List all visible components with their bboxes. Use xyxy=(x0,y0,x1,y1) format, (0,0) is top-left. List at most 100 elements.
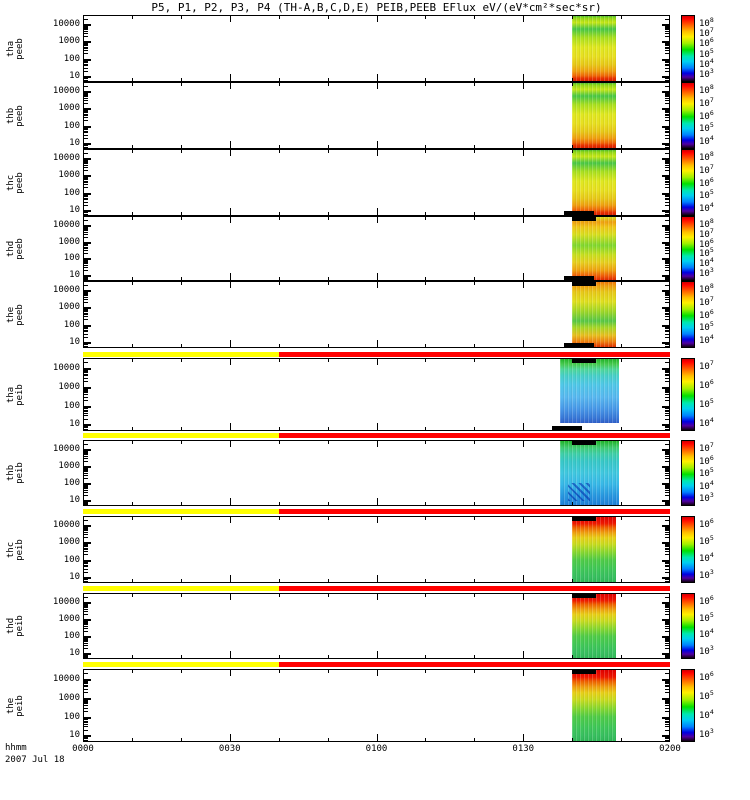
y-minor-tick xyxy=(84,703,88,704)
y-minor-tick xyxy=(84,299,88,300)
y-minor-tick xyxy=(84,182,88,183)
x-tick xyxy=(474,83,476,86)
y-minor-tick xyxy=(665,279,669,280)
y-minor-tick xyxy=(665,699,669,700)
y-minor-tick xyxy=(665,545,669,546)
y-minor-tick xyxy=(84,29,88,30)
y-minor-tick xyxy=(665,308,669,309)
colorbar-tick-label: 105 xyxy=(699,534,714,547)
x-tick xyxy=(327,83,329,86)
y-minor-tick xyxy=(665,112,669,113)
y-minor-tick xyxy=(665,193,669,194)
y-minor-tick xyxy=(84,59,88,60)
x-tick xyxy=(425,83,427,86)
y-minor-tick xyxy=(84,461,88,462)
x-tick xyxy=(572,277,574,280)
x-tick xyxy=(474,655,476,658)
y-minor-tick xyxy=(665,549,669,550)
y-minor-tick xyxy=(84,26,88,27)
y-minor-tick xyxy=(665,708,669,709)
x-tick xyxy=(376,282,378,288)
y-minor-tick xyxy=(665,718,669,719)
y-minor-tick xyxy=(665,334,669,335)
y-minor-tick xyxy=(665,527,669,528)
y-minor-tick xyxy=(665,563,669,564)
time-format-label: hhmm xyxy=(5,743,27,753)
y-minor-tick xyxy=(84,250,88,251)
y-minor-tick xyxy=(84,657,88,658)
x-tick xyxy=(523,340,525,347)
y-minor-tick xyxy=(84,109,88,110)
y-minor-tick xyxy=(665,711,669,712)
x-tick xyxy=(131,427,133,430)
data-gap-mark-top-the-peeb xyxy=(572,282,597,286)
y-minor-tick xyxy=(665,248,669,249)
spectrogram-panel-thd-peib xyxy=(83,593,670,659)
x-tick xyxy=(180,579,182,582)
y-minor-tick xyxy=(665,94,669,95)
y-minor-tick xyxy=(84,195,88,196)
y-minor-tick xyxy=(84,126,88,127)
y-minor-tick xyxy=(84,179,88,180)
y-minor-tick xyxy=(84,681,88,682)
colorbar-tick-label: 104 xyxy=(699,201,714,214)
y-minor-tick xyxy=(84,194,88,195)
x-tick xyxy=(474,277,476,280)
x-tick xyxy=(425,145,427,148)
y-minor-tick xyxy=(665,560,669,561)
y-minor-tick xyxy=(84,624,88,625)
y-minor-tick xyxy=(665,371,669,372)
y-minor-tick xyxy=(84,683,88,684)
y-tick-label: 100 xyxy=(63,630,80,641)
y-minor-tick xyxy=(84,198,88,199)
x-tick xyxy=(523,359,525,365)
x-tick xyxy=(327,655,329,658)
x-tick xyxy=(474,344,476,347)
y-minor-tick xyxy=(84,77,88,78)
y-minor-tick xyxy=(84,700,88,701)
colorbar-tick-label: 106 xyxy=(699,36,714,50)
mode-bar-segment-fast-the-peib xyxy=(278,662,670,667)
colorbar-tick-label: 105 xyxy=(699,246,714,260)
y-minor-tick xyxy=(84,626,88,627)
y-minor-tick xyxy=(665,163,669,164)
flux-band-the-peib xyxy=(572,670,617,741)
y-minor-tick xyxy=(84,50,88,51)
date-label: 2007 Jul 18 xyxy=(5,755,65,765)
colorbar-tick-label: 104 xyxy=(699,416,714,429)
y-minor-tick xyxy=(665,611,669,612)
colorbar-tick-label: 105 xyxy=(699,610,714,624)
colorbar-tick-label: 106 xyxy=(699,307,714,321)
x-tick xyxy=(474,517,476,520)
y-minor-tick xyxy=(665,526,669,527)
y-minor-tick xyxy=(665,127,669,128)
x-tick xyxy=(523,441,525,447)
y-minor-tick xyxy=(665,562,669,563)
y-minor-tick xyxy=(665,42,669,43)
y-minor-tick xyxy=(84,551,88,552)
x-tick xyxy=(572,579,574,582)
y-minor-tick xyxy=(84,579,88,580)
colorbar-tick-label: 105 xyxy=(699,689,714,702)
x-tick xyxy=(278,427,280,430)
y-minor-tick xyxy=(84,227,88,228)
y-minor-tick xyxy=(84,226,88,227)
x-tick xyxy=(327,78,329,81)
x-tick xyxy=(229,670,231,676)
y-minor-tick xyxy=(84,313,88,314)
x-tick xyxy=(229,359,231,365)
y-minor-tick xyxy=(84,276,88,277)
colorbar-tick-label: 104 xyxy=(699,627,714,641)
y-minor-tick xyxy=(665,721,669,722)
y-minor-tick xyxy=(84,316,88,317)
colorbar-tick-label: 107 xyxy=(699,162,714,176)
panel-ylabel-thd-peib: thd peib xyxy=(6,615,25,637)
y-minor-tick xyxy=(84,473,88,474)
x-tick xyxy=(572,359,574,362)
x-tick xyxy=(523,141,525,148)
data-gap-mark-bottom-the-peeb xyxy=(564,343,595,347)
y-minor-tick xyxy=(84,326,88,327)
y-minor-tick xyxy=(665,170,669,171)
x-tick xyxy=(131,441,133,444)
y-minor-tick xyxy=(84,167,88,168)
